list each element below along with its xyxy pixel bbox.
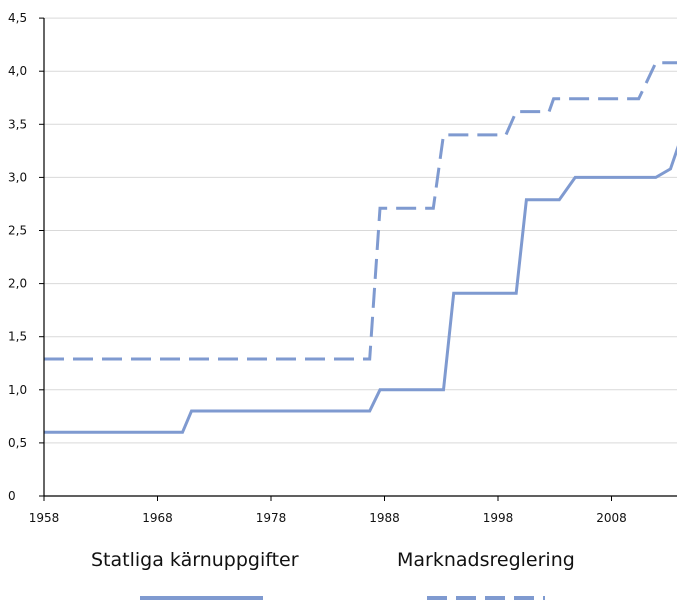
- tick-labels: 0 0,5 1,0 1,5 2,0 2,5 3,0 3,5 4,0 4,5 1958 1968 1978…: [8, 11, 627, 525]
- legend-label-series-1: Statliga kärnuppgifter: [91, 549, 299, 571]
- x-tick-label: 1998: [483, 511, 514, 525]
- series-line-1: [44, 145, 677, 434]
- series-line-2: [44, 61, 677, 361]
- y-tick-label: 3,5: [8, 117, 27, 131]
- y-tick-label: 1,5: [8, 330, 27, 344]
- axes: [43, 18, 677, 497]
- grid-lines: [44, 17, 677, 444]
- x-tick-label: 1958: [29, 511, 60, 525]
- y-tick-label: 4,0: [8, 64, 27, 78]
- legend-label-series-2: Marknadsreglering: [397, 549, 575, 571]
- y-tick-label: 4,5: [8, 11, 27, 25]
- x-tick-label: 1988: [369, 511, 400, 525]
- x-tick-label: 2008: [596, 511, 627, 525]
- x-tick-label: 1978: [256, 511, 287, 525]
- x-tick-label: 1968: [142, 511, 173, 525]
- series-layer: [44, 61, 677, 434]
- y-tick-label: 2,5: [8, 224, 27, 238]
- y-tick-label: 3,0: [8, 170, 27, 184]
- y-tick-label: 1,0: [8, 383, 27, 397]
- y-tick-label: 0: [8, 489, 16, 503]
- y-tick-label: 2,0: [8, 277, 27, 291]
- y-tick-label: 0,5: [8, 436, 27, 450]
